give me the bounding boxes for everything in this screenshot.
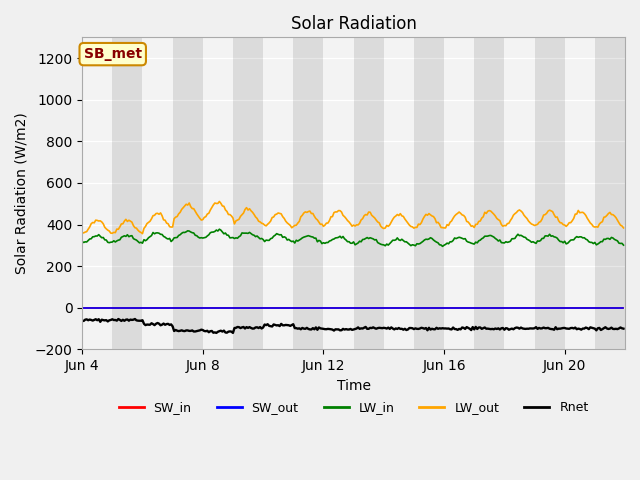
Rnet	[620, 326, 627, 332]
Line: Rnet: Rnet	[82, 319, 623, 333]
SW_in	[78, 305, 86, 311]
SW_out	[620, 305, 627, 311]
LW_out	[139, 231, 147, 237]
LW_out	[243, 205, 250, 211]
Bar	[595, 37, 625, 349]
LW_in	[241, 230, 249, 236]
LW_in	[259, 237, 267, 242]
Rnet	[593, 327, 600, 333]
SW_out	[589, 305, 597, 311]
LW_out	[216, 199, 223, 204]
Bar	[173, 37, 203, 349]
Bar	[384, 37, 414, 349]
Line: LW_out: LW_out	[82, 202, 623, 234]
LW_out	[620, 225, 627, 231]
Bar	[203, 37, 233, 349]
Bar	[353, 37, 384, 349]
SW_in	[145, 305, 152, 311]
Rnet	[146, 322, 154, 328]
SW_out	[267, 305, 275, 311]
X-axis label: Time: Time	[337, 379, 371, 393]
LW_out	[146, 218, 154, 224]
Y-axis label: Solar Radiation (W/m2): Solar Radiation (W/m2)	[15, 112, 29, 274]
Rnet	[78, 318, 86, 324]
Bar	[474, 37, 504, 349]
LW_out	[260, 222, 268, 228]
SW_out	[145, 305, 152, 311]
Bar	[414, 37, 444, 349]
LW_in	[145, 235, 152, 240]
LW_out	[270, 214, 278, 220]
SW_out	[315, 305, 323, 311]
LW_out	[318, 221, 326, 227]
Rnet	[131, 316, 139, 322]
SW_out	[78, 305, 86, 311]
Rnet	[260, 322, 268, 327]
Line: LW_in: LW_in	[82, 229, 623, 246]
Bar	[293, 37, 323, 349]
LW_in	[216, 227, 223, 232]
Bar	[82, 37, 112, 349]
SW_in	[315, 305, 323, 311]
Bar	[564, 37, 595, 349]
LW_out	[593, 224, 600, 229]
Rnet	[243, 324, 250, 330]
Bar	[534, 37, 564, 349]
Rnet	[318, 326, 326, 332]
LW_in	[438, 243, 446, 249]
LW_in	[317, 238, 324, 244]
Rnet	[229, 330, 237, 336]
SW_in	[267, 305, 275, 311]
SW_in	[620, 305, 627, 311]
LW_in	[620, 242, 627, 248]
Rnet	[270, 322, 278, 327]
Text: SB_met: SB_met	[84, 47, 142, 61]
Title: Solar Radiation: Solar Radiation	[291, 15, 417, 33]
Bar	[444, 37, 474, 349]
LW_in	[78, 239, 86, 244]
SW_out	[239, 305, 247, 311]
Legend: SW_in, SW_out, LW_in, LW_out, Rnet: SW_in, SW_out, LW_in, LW_out, Rnet	[113, 396, 593, 419]
SW_in	[589, 305, 597, 311]
Bar	[112, 37, 143, 349]
SW_out	[258, 305, 266, 311]
LW_out	[78, 230, 86, 236]
SW_in	[239, 305, 247, 311]
LW_in	[593, 242, 600, 248]
SW_in	[258, 305, 266, 311]
Bar	[323, 37, 353, 349]
Bar	[263, 37, 293, 349]
LW_in	[268, 235, 276, 241]
Bar	[143, 37, 173, 349]
Bar	[233, 37, 263, 349]
Bar	[504, 37, 534, 349]
